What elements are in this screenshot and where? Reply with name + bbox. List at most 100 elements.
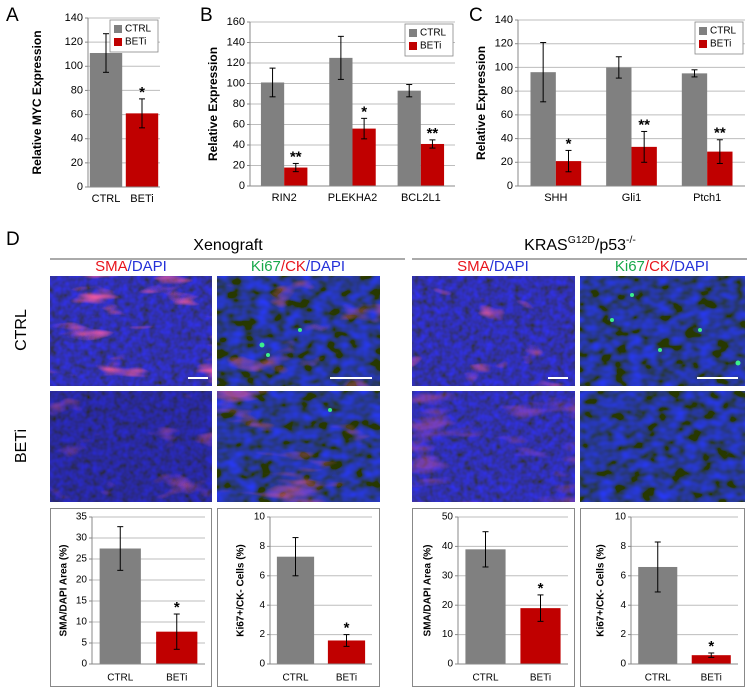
y-axis-label: SMA/DAPI Area (%): [423, 545, 434, 637]
y-tick-label: 0: [447, 659, 453, 670]
y-tick-label: 0: [259, 659, 265, 670]
y-tick-label: 60: [233, 118, 245, 130]
chart-frame: [50, 508, 212, 687]
significance-label: *: [344, 620, 350, 637]
x-tick-label: BETi: [166, 673, 187, 684]
y-tick-label: 100: [65, 60, 83, 72]
label-part: /CK: [645, 258, 670, 275]
x-tick-label: BETi: [701, 673, 722, 684]
bar: [681, 73, 708, 186]
y-tick-label: 120: [227, 57, 245, 69]
y-tick-label: 0: [239, 180, 245, 192]
y-tick-label: 10: [76, 617, 88, 628]
y-tick-label: 5: [81, 638, 87, 649]
x-tick-label: BCL2L1: [401, 192, 441, 204]
y-tick-label: 10: [254, 512, 266, 523]
row-label: BETi: [13, 429, 30, 463]
bar: [284, 167, 308, 186]
bar: [606, 67, 632, 186]
ki67-nuclei: [259, 293, 741, 412]
label-part: G12D: [568, 235, 595, 246]
y-tick-label: 40: [442, 541, 454, 552]
x-tick-label: CTRL: [107, 673, 134, 684]
y-tick-label: 20: [501, 156, 513, 168]
label-part: /DAPI: [490, 258, 529, 275]
y-tick-label: 40: [501, 132, 513, 144]
y-tick-label: 30: [76, 533, 88, 544]
bar: [89, 53, 123, 187]
y-tick-label: 50: [442, 512, 454, 523]
micrograph-sma: [412, 276, 575, 386]
label-part: /DAPI: [128, 258, 167, 275]
y-axis-label: Relative MYC Expression: [30, 30, 44, 174]
significance-label: *: [538, 580, 544, 597]
x-tick-label: SHH: [544, 192, 567, 204]
y-tick-label: 140: [65, 12, 83, 24]
label-part: KRAS: [524, 237, 568, 254]
legend-swatch: [114, 25, 122, 33]
y-tick-label: 10: [442, 629, 454, 640]
y-tick-label: 6: [620, 570, 626, 581]
y-axis-label: Ki67+/CK- Cells (%): [236, 544, 247, 637]
x-tick-label: RIN2: [272, 192, 297, 204]
y-tick-label: 80: [501, 85, 513, 97]
y-tick-label: 0: [507, 180, 513, 192]
y-tick-label: 20: [76, 575, 88, 586]
micrograph-sma: [412, 391, 575, 502]
y-tick-label: 100: [227, 77, 245, 89]
micrograph-dapi: [580, 391, 745, 502]
significance-label: **: [638, 116, 650, 133]
y-tick-label: 20: [442, 600, 454, 611]
legend-label: BETi: [710, 39, 731, 50]
label-part: SMA: [95, 258, 128, 275]
label-part: SMA: [457, 258, 490, 275]
legend-label: CTRL: [125, 24, 152, 35]
label: Xenograft: [193, 237, 263, 254]
label-part: /CK: [281, 258, 306, 275]
x-tick-label: BETi: [130, 193, 153, 205]
significance-label: *: [361, 103, 367, 120]
y-tick-label: 120: [495, 38, 513, 50]
micrograph-sma: [50, 391, 212, 502]
x-tick-label: Gli1: [622, 192, 642, 204]
x-tick-label: CTRL: [472, 673, 499, 684]
y-tick-label: 25: [76, 554, 88, 565]
label: SMA/DAPI: [95, 258, 167, 275]
y-tick-label: 80: [233, 98, 245, 110]
significance-label: *: [139, 84, 145, 101]
label: KRASG12D/p53-/-: [524, 235, 636, 254]
y-tick-label: 0: [81, 659, 87, 670]
significance-label: *: [566, 135, 572, 152]
y-tick-label: 10: [615, 512, 627, 523]
y-tick-label: 2: [259, 629, 265, 640]
label-part: /p53: [595, 237, 626, 254]
y-tick-label: 80: [71, 84, 83, 96]
x-tick-label: CTRL: [92, 193, 121, 205]
y-tick-label: 20: [233, 159, 245, 171]
legend: [694, 21, 744, 55]
y-tick-label: 40: [233, 139, 245, 151]
chart-frame: [217, 508, 380, 687]
y-tick-label: 2: [620, 629, 626, 640]
y-tick-label: 60: [501, 109, 513, 121]
bar: [465, 549, 506, 664]
legend-label: CTRL: [420, 28, 447, 39]
y-tick-label: 60: [71, 108, 83, 120]
label: Ki67/CK/DAPI: [615, 258, 709, 275]
micrograph-ck: [217, 391, 380, 502]
y-tick-label: 8: [620, 541, 626, 552]
legend-label: BETi: [125, 37, 146, 48]
micrograph-sma: [50, 276, 212, 386]
significance-label: **: [714, 125, 726, 142]
y-tick-label: 140: [227, 36, 245, 48]
y-axis-label: SMA/DAPI Area (%): [59, 545, 70, 637]
y-tick-label: 100: [495, 61, 513, 73]
x-tick-label: PLEKHA2: [328, 192, 378, 204]
legend-swatch: [409, 29, 417, 37]
significance-label: **: [427, 125, 439, 142]
y-tick-label: 4: [620, 600, 626, 611]
legend-swatch: [699, 40, 707, 48]
y-tick-label: 6: [259, 570, 265, 581]
legend-swatch: [699, 27, 707, 35]
